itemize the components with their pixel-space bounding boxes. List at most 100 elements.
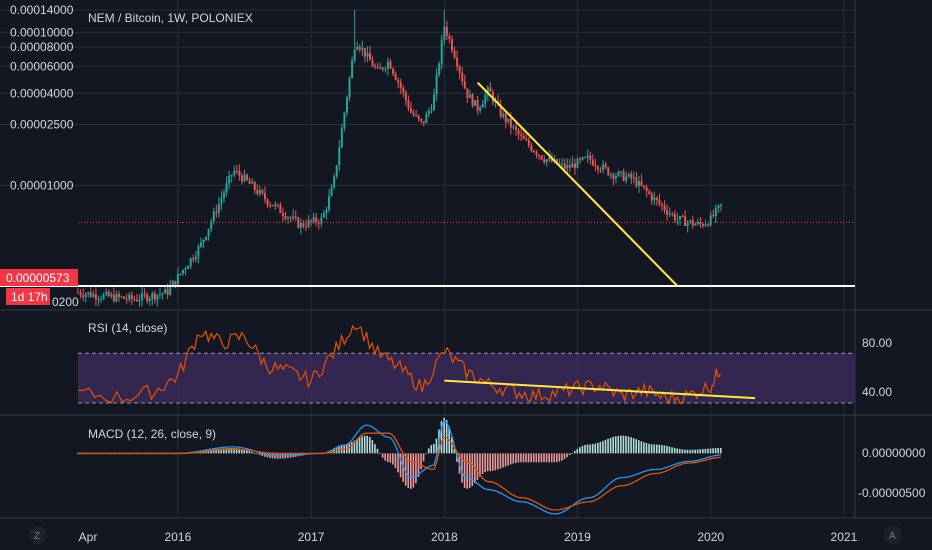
rsi-panel[interactable]: RSI (14, close) 80.00 40.00	[78, 321, 892, 405]
candle-body	[325, 209, 328, 214]
candle-body	[238, 170, 241, 176]
candle-body	[568, 165, 571, 168]
macd-histogram-bar	[653, 444, 655, 454]
candle-body	[322, 213, 325, 218]
macd-histogram-bar	[407, 453, 410, 489]
candle-body	[438, 63, 441, 75]
rsi-tick-40: 40.00	[862, 385, 892, 399]
macd-histogram-bar	[640, 441, 643, 454]
candle-body	[117, 294, 120, 297]
price-tick-label: 0.00008000	[10, 40, 74, 54]
candle-body	[110, 294, 113, 297]
macd-histogram-bar	[532, 453, 535, 463]
candle-body	[223, 192, 226, 199]
rsi-tick-80: 80.00	[862, 336, 892, 350]
auto-scale-icon-label: A	[889, 531, 896, 542]
candle-body	[266, 199, 269, 205]
macd-histogram-bar	[504, 453, 507, 467]
macd-histogram-bar	[719, 448, 722, 454]
macd-histogram-bar	[433, 444, 435, 454]
macd-panel[interactable]: MACD (12, 26, close, 9) 0.00000000 -0.00…	[77, 417, 926, 515]
candle-body	[153, 293, 156, 300]
candle-body	[366, 52, 369, 57]
candle-body	[571, 163, 574, 168]
candle-body	[466, 88, 469, 98]
candle-body	[645, 187, 648, 192]
candle-body	[540, 155, 543, 160]
macd-histogram-bar	[494, 453, 497, 471]
zoom-icon[interactable]	[29, 526, 47, 544]
time-tick-label: Apr	[79, 530, 98, 544]
macd-histogram-bar	[220, 448, 223, 454]
macd-histogram-bar	[568, 453, 571, 456]
candle-body	[527, 140, 530, 146]
macd-histogram-bar	[394, 453, 397, 469]
candle-body	[532, 150, 535, 153]
macd-histogram-bar	[671, 447, 673, 454]
price-badge-label: 0.00000573	[6, 271, 70, 285]
candle-body	[712, 215, 715, 217]
candle-body	[192, 258, 195, 260]
macd-histogram-bar	[404, 453, 407, 486]
candle-body	[125, 298, 128, 300]
macd-histogram-bar	[238, 448, 240, 454]
candle-body	[435, 74, 438, 95]
candle-body	[556, 159, 559, 165]
candle-body	[148, 298, 151, 302]
macd-histogram-bar	[376, 448, 379, 454]
candle-body	[184, 268, 187, 271]
candle-body	[445, 26, 448, 37]
candle-body	[171, 281, 174, 287]
candle-body	[499, 104, 502, 117]
candle-body	[358, 46, 361, 50]
macd-histogram-bar	[356, 438, 358, 454]
macd-histogram-bar	[361, 436, 363, 454]
macd-histogram-bar	[545, 453, 548, 463]
auto-scale-icon[interactable]	[884, 526, 902, 544]
macd-histogram-bar	[427, 448, 430, 454]
time-tick-label: 2016	[165, 530, 192, 544]
candle-body	[476, 100, 479, 111]
macd-histogram-bar	[655, 444, 658, 454]
candle-body	[479, 107, 482, 111]
candle-body	[310, 220, 313, 222]
candle-body	[589, 155, 592, 160]
candle-body	[115, 294, 118, 302]
candle-body	[84, 294, 87, 298]
candle-body	[374, 66, 377, 68]
candle-body	[704, 224, 707, 226]
macd-histogram-bar	[517, 453, 520, 463]
candle-body	[130, 294, 133, 300]
macd-histogram-bar	[491, 453, 494, 471]
candle-body	[458, 66, 461, 73]
candle-body	[269, 204, 272, 206]
candle-body	[643, 185, 646, 188]
macd-histogram-bar	[632, 438, 635, 454]
time-tick-label: 2018	[431, 530, 458, 544]
candle-body	[312, 217, 315, 222]
candle-body	[107, 292, 110, 297]
macd-histogram-bar	[420, 453, 422, 470]
price-panel[interactable]: NEM / Bitcoin, 1W, POLONIEX 0.000140000.…	[0, 3, 855, 309]
candle-body	[246, 174, 249, 180]
macd-title: MACD (12, 26, close, 9)	[88, 427, 216, 441]
candle-body	[271, 205, 274, 207]
macd-histogram-bar	[622, 435, 625, 454]
candle-body	[407, 100, 410, 109]
candle-body	[668, 213, 671, 215]
candle-body	[714, 208, 717, 217]
candle-body	[627, 174, 630, 177]
candle-body	[650, 193, 653, 201]
signal-line	[78, 432, 721, 511]
candle-body	[696, 222, 699, 225]
candle-body	[548, 157, 551, 160]
macd-histogram-bar	[661, 445, 663, 454]
macd-histogram-bar	[369, 437, 371, 454]
candle-body	[199, 242, 202, 247]
macd-histogram-bar	[397, 453, 399, 473]
candle-body	[684, 216, 687, 226]
candle-body	[614, 175, 617, 179]
macd-histogram-bar	[450, 436, 453, 454]
candle-body	[89, 292, 92, 297]
